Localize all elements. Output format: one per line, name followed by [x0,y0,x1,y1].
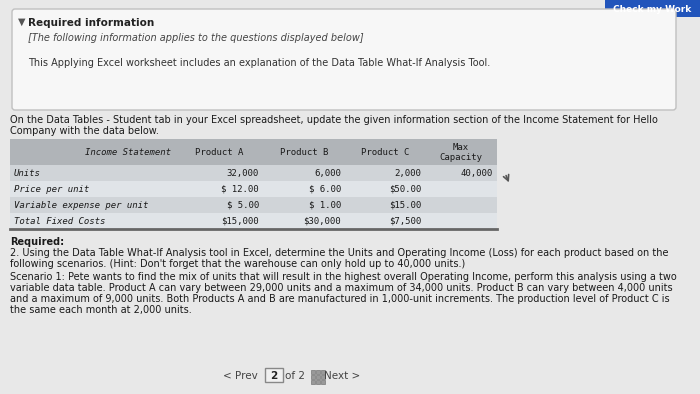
Text: $ 1.00: $ 1.00 [309,201,341,210]
Text: $ 5.00: $ 5.00 [227,201,259,210]
Text: ▼: ▼ [18,17,25,27]
Bar [265,368,283,382]
Bar [10,165,497,181]
Text: Capacity: Capacity [440,152,482,162]
Text: 32,000: 32,000 [227,169,259,178]
Bar [321,375,325,379]
Text: This Applying Excel worksheet includes an explanation of the Data Table What-If : This Applying Excel worksheet includes a… [28,58,490,68]
Bar [321,370,325,374]
FancyBboxPatch shape [12,9,676,110]
Text: Price per unit: Price per unit [14,184,90,193]
Text: Max: Max [453,143,469,152]
Text: Product A: Product A [195,147,243,156]
Bar [311,370,315,374]
Text: Units: Units [14,169,41,178]
Bar [311,375,315,379]
Bar [316,380,320,384]
Text: On the Data Tables - Student tab in your Excel spreadsheet, update the given inf: On the Data Tables - Student tab in your… [10,115,658,125]
Text: Required:: Required: [10,237,64,247]
Text: Product C: Product C [360,147,409,156]
Text: Variable expense per unit: Variable expense per unit [14,201,148,210]
Bar [321,380,325,384]
Bar [316,375,320,379]
Bar [311,380,315,384]
Text: variable data table. Product A can vary between 29,000 units and a maximum of 34: variable data table. Product A can vary … [10,283,673,293]
Text: Product B: Product B [280,147,328,156]
Text: Total Fixed Costs: Total Fixed Costs [14,216,106,225]
Text: Company with the data below.: Company with the data below. [10,126,159,136]
Text: Scenario 1: Pete wants to find the mix of units that will result in the highest : Scenario 1: Pete wants to find the mix o… [10,272,677,282]
Text: Check my Work: Check my Work [613,5,692,14]
Text: 2. Using the Data Table What-If Analysis tool in Excel, determine the Units and : 2. Using the Data Table What-If Analysis… [10,248,668,258]
Text: the same each month at 2,000 units.: the same each month at 2,000 units. [10,305,192,315]
Text: Required information: Required information [28,18,154,28]
Text: [The following information applies to the questions displayed below]: [The following information applies to th… [28,33,363,43]
Bar [605,0,700,17]
Text: 2: 2 [270,371,278,381]
Text: $7,500: $7,500 [389,216,421,225]
Text: $15.00: $15.00 [389,201,421,210]
Text: following scenarios. (Hint: Don't forget that the warehouse can only hold up to : following scenarios. (Hint: Don't forget… [10,259,466,269]
Text: 2,000: 2,000 [394,169,421,178]
Text: < Prev: < Prev [223,371,258,381]
Bar [10,197,497,213]
Bar [10,213,497,229]
Text: Next >: Next > [324,371,360,381]
Text: $ 6.00: $ 6.00 [309,184,341,193]
Text: $30,000: $30,000 [303,216,341,225]
Text: $15,000: $15,000 [221,216,259,225]
Bar [316,370,320,374]
Text: and a maximum of 9,000 units. Both Products A and B are manufactured in 1,000-un: and a maximum of 9,000 units. Both Produ… [10,294,670,304]
Bar [10,181,497,197]
Text: of 2: of 2 [285,371,305,381]
Bar [10,139,497,165]
Text: $ 12.00: $ 12.00 [221,184,259,193]
Text: Income Statement: Income Statement [85,147,171,156]
Text: 6,000: 6,000 [314,169,341,178]
Text: 40,000: 40,000 [461,169,493,178]
Text: $50.00: $50.00 [389,184,421,193]
